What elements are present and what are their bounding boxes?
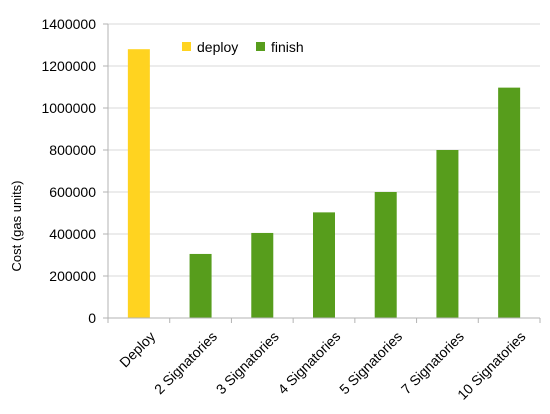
bar-deploy — [127, 49, 150, 318]
bar-finish — [189, 253, 212, 318]
bar-finish — [374, 192, 397, 318]
x-tick-label: 2 Signatories — [151, 328, 220, 397]
y-tick-label: 1200000 — [41, 58, 96, 74]
bar-finish — [313, 212, 335, 318]
y-tick-label: 800000 — [49, 142, 96, 158]
y-axis-title: Cost (gas units) — [9, 180, 24, 271]
legend-swatch-finish — [256, 42, 265, 51]
bar-finish — [251, 232, 274, 318]
legend-label-finish: finish — [271, 39, 304, 55]
legend-label-deploy: deploy — [197, 39, 238, 55]
x-tick-label: Deploy — [116, 328, 158, 370]
y-tick-label: 1400000 — [41, 16, 96, 32]
y-tick-label: 600000 — [49, 184, 96, 200]
bar-finish — [498, 87, 521, 318]
y-tick-label: 400000 — [49, 226, 96, 242]
y-tick-label: 0 — [88, 310, 96, 326]
bar-finish — [436, 150, 459, 318]
legend-swatch-deploy — [182, 42, 191, 51]
y-tick-label: 1000000 — [41, 100, 96, 116]
y-tick-labels: 0 200000 400000 600000 800000 1000000 1200000 1… — [41, 16, 96, 326]
x-tick-label: 4 Signatories — [274, 328, 343, 397]
legend: deploy finish — [182, 39, 304, 55]
x-tick-label: 7 Signatories — [398, 328, 467, 397]
axes — [103, 23, 541, 323]
x-tick-label: 5 Signatories — [336, 328, 405, 397]
bars — [127, 49, 521, 318]
x-tick-label: 3 Signatories — [213, 328, 282, 397]
y-tick-label: 200000 — [49, 268, 96, 284]
